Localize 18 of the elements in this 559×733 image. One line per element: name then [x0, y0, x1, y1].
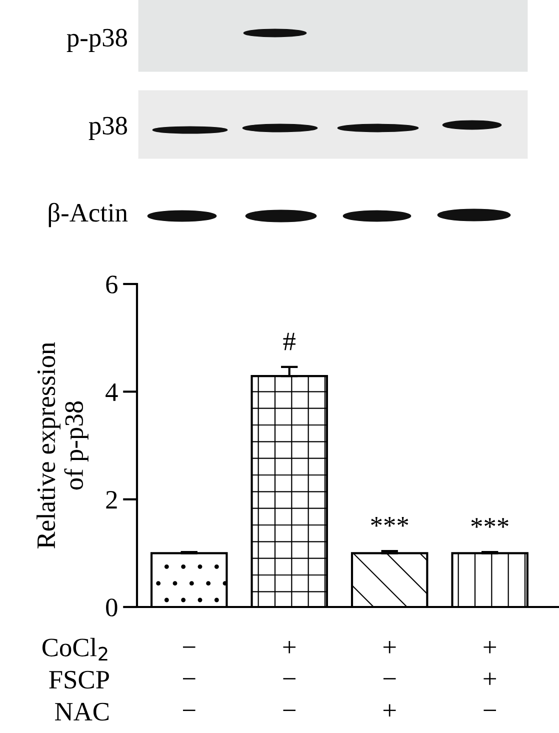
text: CoCl$_{2}$: [42, 638, 108, 661]
x-tick-label: + − −: [283, 640, 296, 712]
text: NAC: [55, 702, 109, 721]
y-tick-label: 0: [106, 598, 118, 616]
x-tick-label: + + −: [484, 640, 496, 712]
x-tick-label: − − −: [183, 646, 196, 712]
x-tick-label: + − +: [383, 640, 396, 716]
annotation: ***: [471, 518, 508, 528]
text: p-p38: [66, 28, 127, 52]
y-tick-label: 2: [106, 491, 117, 508]
y-axis-title: Relative expression of p-p38: [36, 342, 88, 548]
text: p38: [88, 116, 127, 140]
annotation: #: [283, 332, 296, 350]
annotation: ***: [371, 517, 408, 527]
y-tick-label: 4: [106, 383, 118, 401]
y-tick-label: 6: [106, 276, 118, 294]
text: β-Actin: [48, 202, 128, 228]
text: FSCP: [49, 670, 109, 689]
